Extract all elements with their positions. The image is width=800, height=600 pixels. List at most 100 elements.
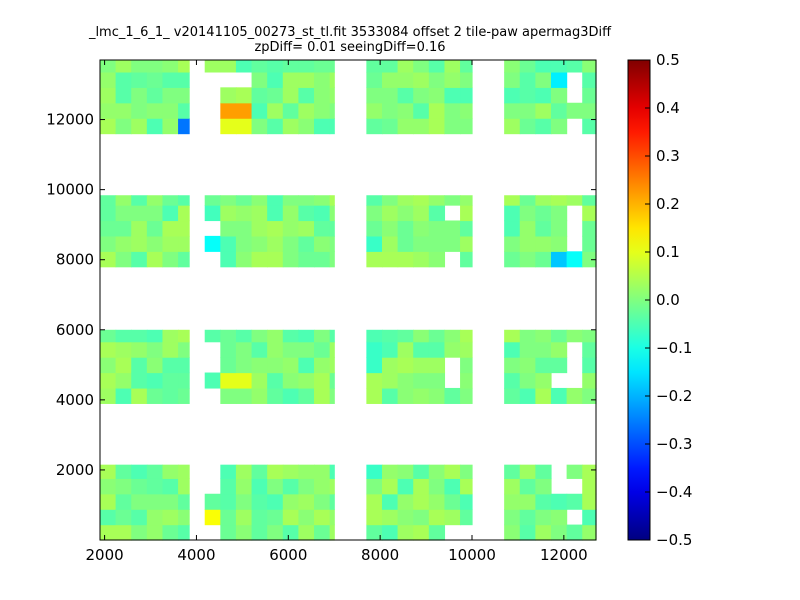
heatmap-cell: [550, 235, 568, 252]
heatmap-cell: [535, 235, 552, 252]
heatmap-cell: [204, 235, 221, 252]
heatmap-cell: [251, 372, 268, 389]
heatmap-cell: [298, 220, 315, 237]
heatmap-cell: [220, 478, 237, 495]
heatmap-cell: [460, 509, 473, 526]
heatmap-cell: [444, 493, 461, 510]
heatmap-cell: [220, 509, 237, 526]
heatmap-cell: [251, 329, 268, 343]
heatmap-cell: [535, 60, 552, 73]
heatmap-cell: [428, 341, 446, 358]
heatmap-cell: [251, 509, 268, 526]
heatmap-cell: [460, 251, 473, 268]
heatmap-cell: [131, 341, 148, 358]
heatmap-cell: [314, 205, 331, 222]
heatmap-cell: [444, 60, 461, 73]
heatmap-cell: [267, 102, 284, 119]
heatmap-cell: [535, 71, 552, 88]
heatmap-cell: [314, 60, 331, 73]
heatmap-cell: [397, 251, 414, 268]
heatmap-cell: [100, 357, 117, 374]
heatmap-cell: [220, 102, 237, 119]
heatmap-cell: [162, 329, 179, 343]
heatmap-cell: [220, 118, 237, 135]
heatmap-cell: [267, 195, 284, 206]
heatmap-cell: [413, 524, 430, 541]
heatmap-cell: [366, 493, 383, 510]
heatmap-cell: [535, 464, 552, 479]
heatmap-cell: [504, 235, 521, 252]
heatmap-cell: [366, 464, 383, 479]
heatmap-cell: [397, 464, 414, 479]
heatmap-cell: [582, 71, 597, 88]
heatmap-cell: [267, 205, 284, 222]
heatmap-cell: [298, 478, 315, 495]
heatmap-cell: [428, 478, 446, 495]
heatmap-cell: [582, 493, 597, 510]
heatmap-cell: [235, 195, 253, 206]
heatmap-cell: [582, 60, 597, 73]
heatmap-cell: [460, 464, 473, 479]
heatmap-cell: [444, 195, 461, 206]
heatmap-cell: [146, 464, 164, 479]
heatmap-cell: [329, 205, 335, 222]
x-tick-label: 6000: [269, 546, 307, 564]
heatmap-cell: [235, 387, 253, 404]
heatmap-cell: [381, 341, 399, 358]
heatmap-cell: [146, 509, 164, 526]
heatmap-cell: [381, 387, 399, 404]
heatmap-cell: [504, 478, 521, 495]
heatmap-cell: [535, 478, 552, 495]
heatmap-cell: [504, 524, 521, 541]
heatmap-cell: [381, 372, 399, 389]
heatmap-cell: [115, 60, 132, 73]
colorbar-tick-label: −0.1: [656, 339, 692, 357]
heatmap-cell: [535, 372, 552, 389]
heatmap-cell: [413, 357, 430, 374]
heatmap-cell: [267, 118, 284, 135]
heatmap-cell: [460, 372, 473, 389]
heatmap-cell: [329, 102, 335, 119]
heatmap-cell: [146, 195, 164, 206]
heatmap-cell: [504, 387, 521, 404]
heatmap-cell: [131, 524, 148, 541]
heatmap-cell: [519, 195, 536, 206]
heatmap-cell: [100, 220, 117, 237]
heatmap-cell: [397, 357, 414, 374]
heatmap-cell: [131, 205, 148, 222]
heatmap-cell: [550, 251, 568, 268]
heatmap-cell: [100, 372, 117, 389]
heatmap-cell: [413, 205, 430, 222]
heatmap-cell: [314, 509, 331, 526]
heatmap-cell: [178, 372, 190, 389]
heatmap-cell: [366, 509, 383, 526]
heatmap-cell: [282, 493, 299, 510]
heatmap-cell: [115, 87, 132, 104]
heatmap-cell: [413, 235, 430, 252]
heatmap-cell: [178, 251, 190, 268]
heatmap-cell: [329, 220, 335, 237]
heatmap-cell: [298, 493, 315, 510]
heatmap-cell: [329, 60, 335, 73]
heatmap-cell: [282, 118, 299, 135]
heatmap-cell: [550, 220, 568, 237]
heatmap-cell: [397, 102, 414, 119]
heatmap-cell: [115, 387, 132, 404]
heatmap-cell: [251, 235, 268, 252]
heatmap-cell: [267, 71, 284, 88]
heatmap-cell: [582, 220, 597, 237]
heatmap-cell: [146, 220, 164, 237]
heatmap-cell: [397, 195, 414, 206]
y-tick-label: 8000: [56, 251, 94, 269]
heatmap-cell: [298, 341, 315, 358]
heatmap-cell: [460, 118, 473, 135]
heatmap-cell: [550, 357, 568, 374]
heatmap-cell: [566, 60, 583, 73]
heatmap-cell: [329, 464, 335, 479]
heatmap-cell: [582, 205, 597, 222]
heatmap-cell: [428, 60, 446, 73]
heatmap-cell: [397, 341, 414, 358]
heatmap-cell: [444, 87, 461, 104]
chart-title-line-1: _lmc_1_6_1_ v20141105_00273_st_tl.fit 35…: [88, 25, 612, 40]
heatmap-cell: [381, 509, 399, 526]
